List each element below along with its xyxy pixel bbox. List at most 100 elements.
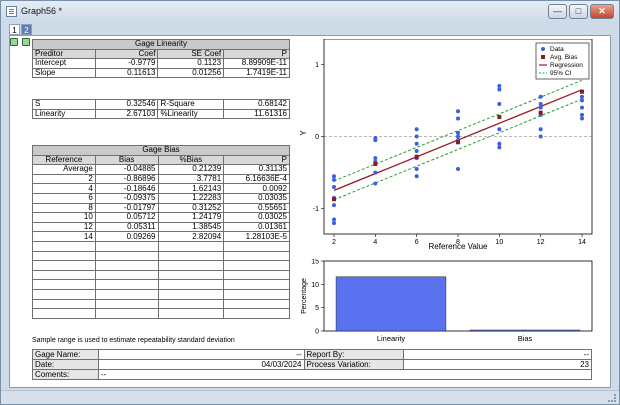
table-cell: -0.04885	[94, 164, 159, 175]
data-point	[497, 141, 502, 146]
linearity-scatter-chart[interactable]: 2 4 6 8 10 12 14 -1 0 1 Reference Value Y Data A…	[296, 39, 608, 254]
lock-icon[interactable]	[22, 38, 30, 46]
table-cell: 0.31252	[157, 202, 225, 214]
data-point	[373, 170, 378, 175]
avg-bias-point	[332, 197, 336, 202]
table-row	[32, 250, 290, 262]
table-cell: 2.82094	[157, 231, 225, 242]
data-point	[332, 203, 336, 208]
table-cell: Slope	[32, 67, 96, 79]
table-row	[32, 298, 290, 310]
gage-name-value[interactable]: --	[97, 349, 305, 360]
table-row: Coments: --	[32, 369, 593, 380]
percentage-bar-chart[interactable]: 0 5 10 15 Linearity Bias Percentage	[296, 259, 608, 349]
data-point	[580, 98, 584, 103]
gage-name-label: Gage Name:	[32, 349, 99, 360]
column-header: %Bias	[157, 154, 225, 166]
table-cell: S	[32, 99, 96, 110]
table-row	[32, 240, 290, 252]
table-cell: -0.01797	[94, 202, 159, 214]
data-point	[497, 83, 502, 88]
data-point	[456, 116, 460, 121]
y-axis-ticks: -1 0 1	[313, 62, 324, 213]
data-point	[414, 127, 419, 132]
data-point	[373, 181, 378, 186]
layer-tab-2[interactable]: 2	[21, 24, 32, 35]
window-title: Graph56 *	[21, 6, 63, 16]
linearity-summary-table: S 0.32546 R-Square 0.68142 Linearity 2.6…	[32, 99, 290, 120]
table-cell: 0.31135	[223, 164, 290, 175]
status-bar	[1, 390, 619, 404]
table-cell: 1.7419E-11	[223, 67, 290, 79]
resize-grip-icon[interactable]	[608, 394, 616, 402]
table-cell: -0.09375	[94, 192, 159, 204]
table-cell: 0.68142	[223, 99, 290, 110]
graph-page: Gage Linearity Preditor Coef SE Coef P I…	[9, 35, 611, 388]
table-row	[32, 269, 290, 281]
table-cell: 0.03025	[223, 212, 290, 223]
layer-tab-1[interactable]: 1	[9, 24, 20, 35]
data-point	[580, 105, 584, 110]
title-bar[interactable]: Graph56 * — □ ✕	[1, 1, 619, 23]
y-axis-label: Y	[299, 130, 308, 136]
table-cell: 0.03035	[223, 192, 290, 204]
y-tick-label: 10	[311, 282, 319, 289]
avg-bias-point	[538, 110, 543, 115]
x-tick-label: 2	[332, 239, 336, 246]
gage-bias-table: Gage Bias Reference Bias %Bias P Average…	[32, 145, 290, 319]
data-point	[580, 112, 584, 117]
y-tick-label: 5	[315, 305, 319, 312]
table-row: 2 -0.86896 3.7781 6.16636E-4	[32, 173, 290, 185]
x-tick-label: 8	[456, 239, 460, 246]
data-point	[456, 109, 460, 114]
table-cell: 8.89909E-11	[223, 58, 290, 69]
table-row	[32, 288, 290, 300]
table-row: 4 -0.18646 1.62143 0.0092	[32, 183, 290, 194]
table-cell	[94, 240, 159, 252]
data-point	[332, 217, 336, 222]
y-tick-label: 1	[315, 62, 319, 69]
process-variation-value[interactable]: 23	[403, 359, 592, 370]
data-point	[414, 141, 419, 146]
table-row: Date: 04/03/2024 Process Variation: 23	[32, 359, 592, 370]
data-point	[538, 105, 543, 110]
table-cell: -0.9779	[94, 58, 159, 69]
data-point	[497, 87, 502, 92]
table-cell: 1.24179	[157, 212, 225, 223]
y-tick-label: -1	[313, 206, 319, 213]
table-cell: Linearity	[32, 108, 96, 120]
minimize-button[interactable]: —	[548, 4, 567, 19]
legend-label: Avg. Bias	[550, 54, 578, 61]
table-row: Slope 0.11613 0.01256 1.7419E-11	[32, 67, 290, 79]
table-cell: 0.55651	[223, 202, 290, 214]
data-point	[456, 134, 460, 139]
table-cell: 14	[32, 231, 96, 242]
table-cell: R-Square	[157, 99, 225, 110]
table-cell: 12	[32, 221, 96, 233]
avg-bias-points	[332, 89, 584, 202]
table-row	[32, 279, 290, 290]
report-by-value[interactable]: --	[403, 349, 592, 360]
table-cell: 1.62143	[157, 183, 225, 194]
date-value[interactable]: 04/03/2024	[97, 359, 305, 370]
table-row: Gage Name: -- Report By: --	[32, 349, 592, 360]
data-point	[373, 156, 378, 161]
comments-value[interactable]: --	[97, 369, 593, 380]
close-button[interactable]: ✕	[590, 4, 614, 19]
table-cell: 0.01361	[223, 221, 290, 233]
x-axis-ticks: Linearity Bias	[377, 334, 533, 343]
bar-bias	[469, 329, 581, 332]
table-row	[32, 308, 290, 319]
maximize-button[interactable]: □	[569, 4, 588, 19]
data-point	[497, 127, 502, 132]
x-tick-label: Bias	[518, 334, 533, 343]
table-row: 10 0.05712 1.24179 0.03025	[32, 212, 290, 223]
comments-label: Coments:	[32, 369, 99, 380]
table-cell: 11.61316	[223, 108, 290, 120]
gage-linearity-table: Gage Linearity Preditor Coef SE Coef P I…	[32, 39, 290, 79]
lock-icon[interactable]	[10, 38, 18, 46]
column-header: P	[223, 154, 290, 166]
table-cell: 0.32546	[94, 99, 159, 110]
table-row: 12 0.05311 1.38545 0.01361	[32, 221, 290, 233]
